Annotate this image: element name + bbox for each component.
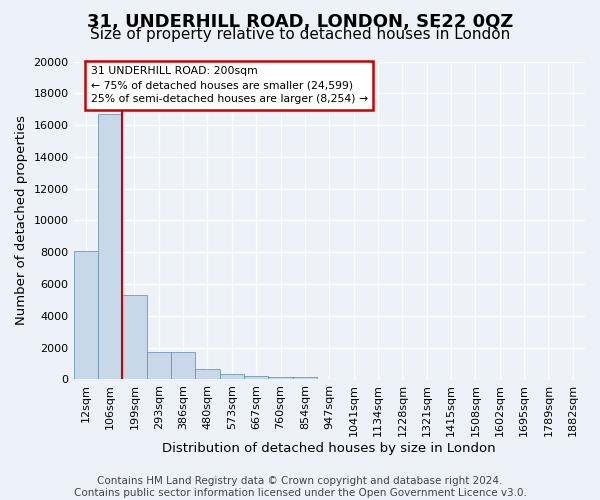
- Bar: [244, 376, 268, 380]
- Bar: [293, 378, 317, 380]
- Bar: [220, 374, 244, 380]
- Text: Contains HM Land Registry data © Crown copyright and database right 2024.
Contai: Contains HM Land Registry data © Crown c…: [74, 476, 526, 498]
- Bar: [268, 377, 293, 380]
- X-axis label: Distribution of detached houses by size in London: Distribution of detached houses by size …: [163, 442, 496, 455]
- Bar: [122, 295, 146, 380]
- Text: 31, UNDERHILL ROAD, LONDON, SE22 0QZ: 31, UNDERHILL ROAD, LONDON, SE22 0QZ: [87, 12, 513, 30]
- Y-axis label: Number of detached properties: Number of detached properties: [15, 116, 28, 326]
- Text: 31 UNDERHILL ROAD: 200sqm
← 75% of detached houses are smaller (24,599)
25% of s: 31 UNDERHILL ROAD: 200sqm ← 75% of detac…: [91, 66, 368, 104]
- Bar: [74, 250, 98, 380]
- Bar: [98, 114, 122, 380]
- Bar: [196, 369, 220, 380]
- Bar: [146, 352, 171, 380]
- Bar: [171, 352, 196, 380]
- Text: Size of property relative to detached houses in London: Size of property relative to detached ho…: [90, 28, 510, 42]
